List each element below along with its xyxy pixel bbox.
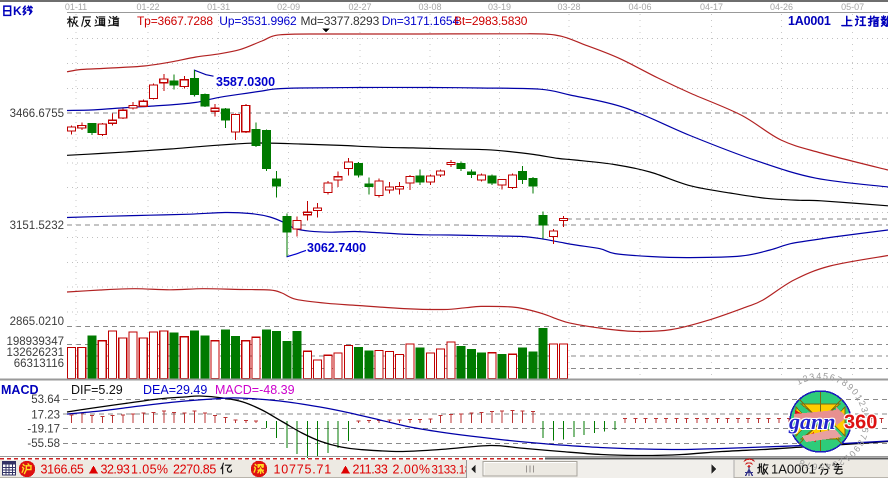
svg-text:-55.58: -55.58 <box>27 438 60 450</box>
svg-text:3151.5232: 3151.5232 <box>10 220 64 232</box>
svg-text:gann: gann <box>788 408 835 433</box>
svg-text:5: 5 <box>819 462 824 472</box>
svg-text:9: 9 <box>851 444 862 454</box>
svg-text:8: 8 <box>798 457 807 468</box>
svg-text:MACD=-48.39: MACD=-48.39 <box>215 383 295 397</box>
svg-text:02-27: 02-27 <box>348 2 371 12</box>
svg-text:7: 7 <box>858 433 869 441</box>
svg-text:3166.65: 3166.65 <box>41 463 84 477</box>
svg-text:04-17: 04-17 <box>700 2 723 12</box>
svg-text:1: 1 <box>853 393 864 403</box>
svg-text:5: 5 <box>861 421 871 426</box>
svg-text:01-11: 01-11 <box>65 2 87 12</box>
svg-text:Md=3377.8293: Md=3377.8293 <box>301 14 380 28</box>
svg-text:gann: gann <box>789 408 836 433</box>
svg-text:360: 360 <box>845 412 878 434</box>
svg-text:gann: gann <box>789 410 836 435</box>
svg-text:3133.18: 3133.18 <box>432 465 471 477</box>
svg-text:gann: gann <box>787 409 834 434</box>
svg-text:8: 8 <box>840 377 850 388</box>
svg-text:2270.85: 2270.85 <box>173 463 216 477</box>
svg-text:Bt=2983.5830: Bt=2983.5830 <box>454 14 528 28</box>
svg-text:7: 7 <box>804 460 812 471</box>
svg-text:2.00%: 2.00% <box>393 463 431 477</box>
svg-text:-19.17: -19.17 <box>27 424 60 436</box>
svg-text:4: 4 <box>861 414 871 420</box>
svg-text:3: 3 <box>859 406 870 413</box>
svg-text:2: 2 <box>837 456 846 467</box>
svg-text:03-19: 03-19 <box>488 2 511 12</box>
svg-text:gann: gann <box>789 409 836 434</box>
svg-text:3587.0300: 3587.0300 <box>216 75 275 89</box>
svg-text:360: 360 <box>843 412 876 434</box>
svg-text:04-26: 04-26 <box>770 2 793 12</box>
svg-text:gann: gann <box>788 410 835 435</box>
svg-text:Tp=3667.7288: Tp=3667.7288 <box>137 14 213 28</box>
svg-text:8: 8 <box>855 438 866 447</box>
svg-text:360: 360 <box>845 411 878 433</box>
svg-text:02-09: 02-09 <box>277 2 300 12</box>
svg-text:01-31: 01-31 <box>207 2 230 12</box>
svg-text:03-08: 03-08 <box>418 2 441 12</box>
svg-text:04-06: 04-06 <box>628 2 651 12</box>
svg-text:10775.71: 10775.71 <box>274 463 333 477</box>
svg-text:1A0001: 1A0001 <box>771 462 816 477</box>
svg-text:3062.7400: 3062.7400 <box>307 241 366 255</box>
svg-text:4: 4 <box>816 371 821 381</box>
svg-text:17.23: 17.23 <box>31 410 60 422</box>
svg-text:0: 0 <box>847 449 858 460</box>
svg-text:01-22: 01-22 <box>136 2 159 12</box>
svg-text:MACD: MACD <box>1 383 39 397</box>
svg-text:gann: gann <box>787 408 834 433</box>
svg-text:1A0001: 1A0001 <box>788 14 831 28</box>
svg-text:3: 3 <box>809 371 816 382</box>
svg-text:05-07: 05-07 <box>841 2 864 12</box>
svg-text:211.33: 211.33 <box>353 463 388 477</box>
svg-text:132626231: 132626231 <box>6 347 64 359</box>
svg-text:360: 360 <box>844 412 877 434</box>
svg-text:gann: gann <box>788 409 835 434</box>
svg-text:K: K <box>13 4 22 18</box>
svg-text:2: 2 <box>857 399 868 408</box>
svg-text:DEA=29.49: DEA=29.49 <box>143 383 207 397</box>
svg-text:53.64: 53.64 <box>31 394 60 406</box>
svg-text:360: 360 <box>843 411 876 433</box>
svg-text:1.05%: 1.05% <box>131 463 168 477</box>
svg-text:360: 360 <box>843 412 876 434</box>
svg-text:Dn=3171.1654: Dn=3171.1654 <box>382 14 460 28</box>
svg-text:3466.6755: 3466.6755 <box>10 108 64 120</box>
svg-text:3: 3 <box>831 459 839 470</box>
svg-text:6: 6 <box>812 461 818 472</box>
svg-text:4: 4 <box>825 461 832 472</box>
svg-text:6: 6 <box>829 372 836 383</box>
svg-text:03-28: 03-28 <box>557 2 580 12</box>
svg-text:2865.0210: 2865.0210 <box>10 316 64 328</box>
svg-text:2: 2 <box>801 373 809 384</box>
svg-text:1: 1 <box>842 453 852 464</box>
svg-text:66313116: 66313116 <box>14 358 64 370</box>
svg-text:32.93: 32.93 <box>101 463 130 477</box>
svg-text:0: 0 <box>850 387 861 397</box>
svg-text:1: 1 <box>795 376 804 387</box>
svg-text:Up=3531.9962: Up=3531.9962 <box>219 14 297 28</box>
svg-text:198939347: 198939347 <box>6 336 64 348</box>
svg-text:5: 5 <box>822 371 828 381</box>
svg-text:6: 6 <box>860 427 871 434</box>
svg-text:9: 9 <box>845 382 855 393</box>
svg-text:360: 360 <box>845 412 878 434</box>
svg-text:360: 360 <box>844 410 877 432</box>
svg-text:DIF=5.29: DIF=5.29 <box>71 383 123 397</box>
svg-text:7: 7 <box>834 374 843 385</box>
svg-text:360: 360 <box>844 413 877 435</box>
svg-text:gann: gann <box>787 410 834 435</box>
